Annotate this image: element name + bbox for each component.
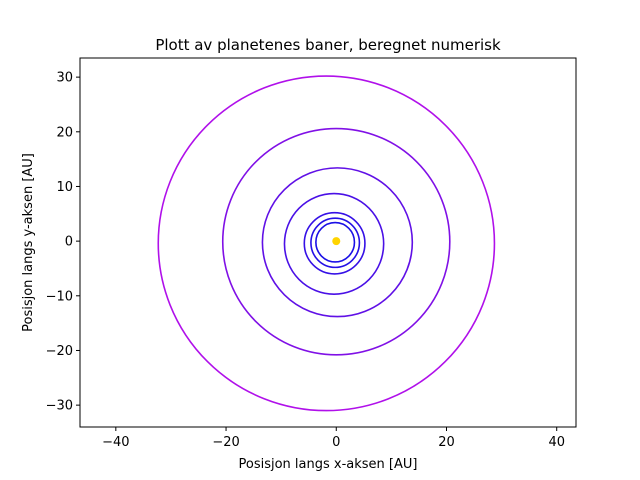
orbit-4 [283, 192, 385, 295]
y-axis-label: Posisjon langs y-aksen [AU] [21, 153, 36, 332]
orbit-2 [310, 217, 361, 269]
orbit-5 [261, 167, 414, 318]
orbit-7 [157, 75, 496, 412]
plot-frame [79, 57, 577, 428]
y-tick-label: 0 [65, 235, 73, 250]
y-tick-label: −20 [46, 344, 73, 359]
y-tick-label: 10 [56, 180, 73, 195]
x-tick-label: −20 [212, 435, 239, 450]
sun-marker [332, 237, 341, 246]
y-tick-label: 30 [56, 71, 73, 86]
x-tick-label: 0 [332, 435, 340, 450]
x-tick-label: 20 [438, 435, 455, 450]
x-tick-label: 40 [548, 435, 565, 450]
x-axis: −40 −20 0 20 40 [102, 427, 565, 450]
orbit-6 [221, 127, 451, 356]
chart-title: Plott av planetenes baner, beregnet nume… [155, 36, 501, 54]
orbit-3 [303, 211, 366, 275]
plot-content [157, 75, 496, 412]
y-axis: −30 −20 −10 0 10 20 30 [46, 71, 80, 414]
y-tick-label: −10 [46, 289, 73, 304]
orbit-1 [315, 221, 356, 263]
x-axis-label: Posisjon langs x-aksen [AU] [239, 457, 418, 472]
x-tick-label: −40 [102, 435, 129, 450]
y-tick-label: −30 [46, 399, 73, 414]
y-tick-label: 20 [56, 125, 73, 140]
